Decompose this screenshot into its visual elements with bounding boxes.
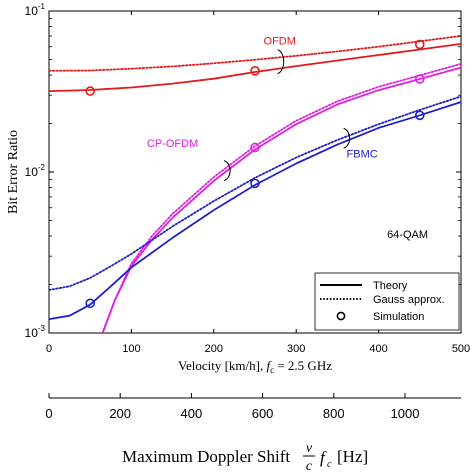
marker-ofdm-simulation-2	[414, 39, 425, 50]
secondary-tick-label-2: 400	[181, 406, 203, 421]
line-cp-ofdm-theory	[101, 66, 461, 333]
bracket-ofdm	[277, 49, 285, 75]
x-tick-label-5: 500	[452, 343, 470, 355]
svg-text:c: c	[327, 459, 332, 470]
secondary-axis-label: Maximum Doppler Shift	[122, 447, 290, 466]
bracket-fbmc	[343, 127, 351, 149]
secondary-axis-fraction: v c f c [Hz]	[303, 441, 368, 474]
x-tick-label-3: 300	[287, 343, 305, 355]
marker-fbmc-simulation-0	[85, 298, 95, 309]
line-ofdm-gauss-approx-	[49, 35, 461, 72]
x-axis-label: Velocity [km/h], fc = 2.5 GHz	[178, 358, 332, 375]
x-tick-label-4: 400	[369, 343, 387, 355]
annotation-64-qam: 64-QAM	[387, 229, 428, 241]
x-tick-label-0: 0	[46, 343, 52, 355]
secondary-tick-label-3: 600	[252, 406, 274, 421]
y-tick-label-1: 10-2	[25, 163, 46, 179]
legend-box	[314, 272, 460, 331]
svg-text:v: v	[306, 441, 313, 456]
annotation-fbmc: FBMC	[347, 149, 378, 161]
annotation-ofdm: OFDM	[264, 35, 296, 47]
secondary-tick-label-0: 0	[45, 406, 52, 421]
svg-text:c: c	[306, 459, 313, 474]
legend-label-simulation: Simulation	[373, 311, 424, 323]
legend-label-theory: Theory	[373, 280, 408, 292]
legend: Theory Gauss approx. Simulation	[314, 272, 460, 331]
svg-text:[Hz]: [Hz]	[337, 447, 368, 466]
secondary-tick-label-4: 800	[323, 406, 345, 421]
line-ofdm-theory	[49, 43, 461, 92]
marker-ofdm-simulation-0	[85, 86, 95, 96]
y-tick-label-0: 10-3	[25, 324, 46, 340]
y-axis-label: Bit Error Ratio	[6, 130, 21, 214]
marker-cp-ofdm-simulation-1	[414, 74, 425, 84]
marker-ofdm-simulation-1	[250, 66, 260, 76]
bracket-cp-ofdm	[223, 160, 231, 182]
secondary-tick-label-1: 200	[109, 406, 131, 421]
line-fbmc-theory	[49, 101, 461, 321]
x-tick-label-1: 100	[122, 343, 140, 355]
marker-cp-ofdm-simulation-0	[250, 142, 260, 153]
marker-fbmc-simulation-1	[250, 178, 260, 189]
legend-label-gauss: Gauss approx.	[373, 294, 445, 306]
line-fbmc-gauss-approx-	[49, 95, 461, 291]
secondary-tick-label-5: 1000	[391, 406, 420, 421]
annotation-cp-ofdm: CP-OFDM	[147, 138, 198, 150]
legend-swatch-simulation	[336, 311, 346, 321]
x-tick-label-2: 200	[205, 343, 223, 355]
y-tick-label-2: 10-1	[25, 2, 46, 18]
svg-text:f: f	[320, 448, 327, 467]
marker-fbmc-simulation-2	[414, 110, 425, 121]
